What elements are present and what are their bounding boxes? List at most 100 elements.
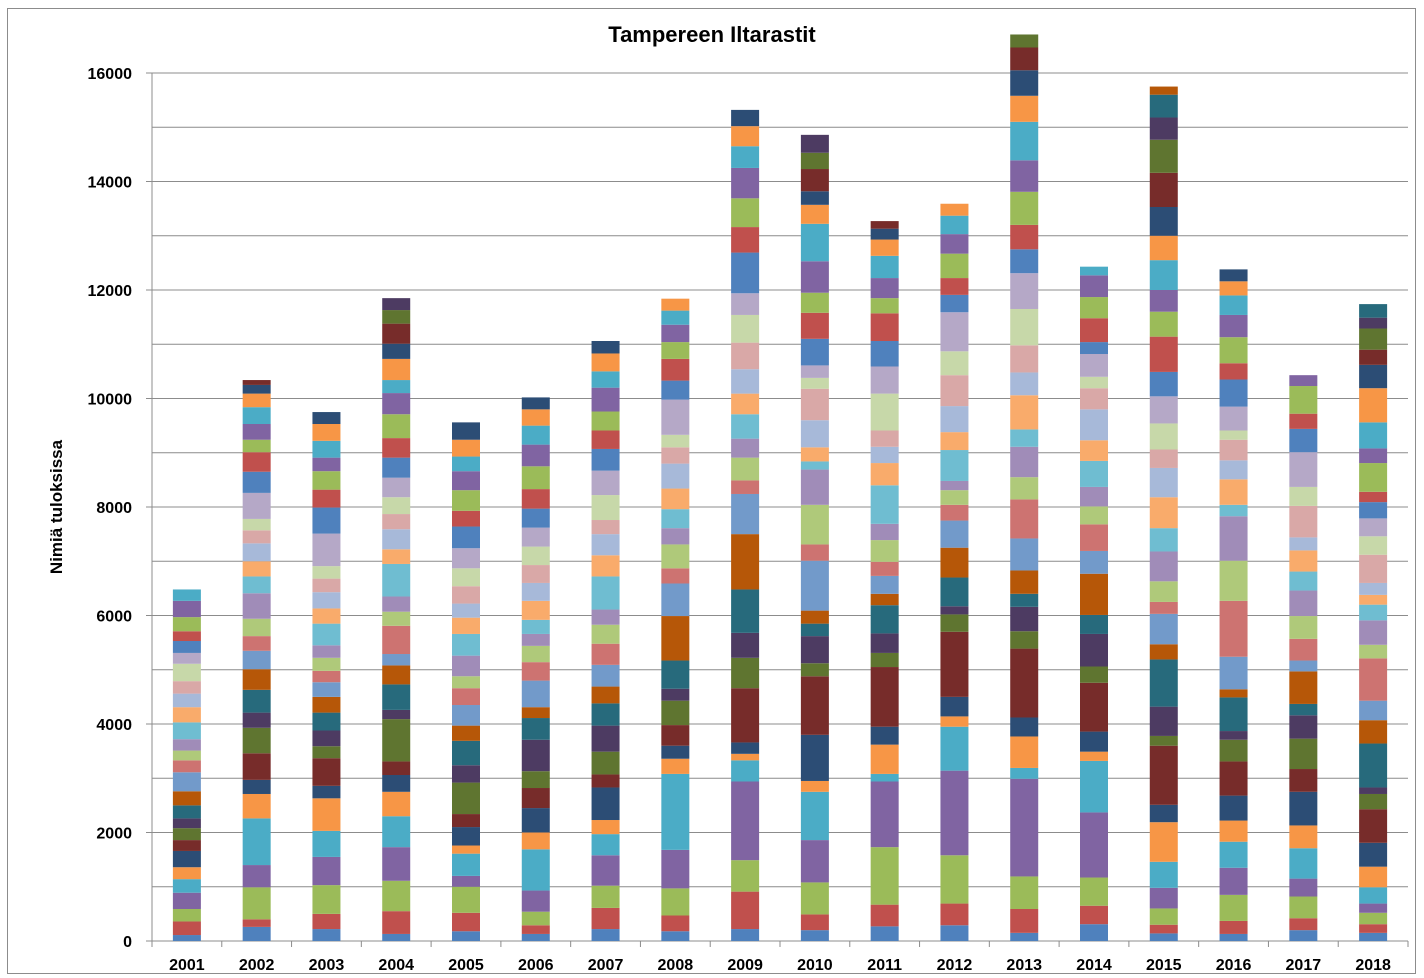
bar-segment [1149, 924, 1178, 934]
bar-segment [382, 514, 411, 530]
bar-segment [1010, 160, 1039, 192]
bar-segment [242, 779, 271, 794]
bar-segment [1010, 648, 1039, 718]
bar-segment [1010, 908, 1039, 933]
bar-segment [382, 880, 411, 912]
bar-segment [242, 452, 271, 472]
bar-segment [242, 727, 271, 754]
bar-segment [452, 586, 480, 604]
bar-segment [661, 463, 690, 489]
bar-segment [800, 914, 829, 931]
bar-segment [731, 760, 760, 782]
y-tick-label: 12000 [88, 283, 133, 300]
bar-segment [800, 261, 829, 293]
bar-segment [312, 798, 341, 831]
bar-segment [1219, 841, 1248, 868]
bar-segment [452, 676, 480, 689]
bar-segment [1219, 731, 1248, 740]
bar-segment [172, 640, 201, 653]
bar-segment [940, 480, 969, 491]
bar-segment [1359, 536, 1388, 555]
x-tick-label: 2018 [1355, 957, 1391, 974]
bar-segment [1359, 644, 1388, 659]
x-tick-label: 2014 [1076, 957, 1112, 974]
bar-segment [1010, 34, 1039, 48]
bar-segment [312, 592, 341, 609]
bar-segment [1010, 95, 1039, 122]
bar-segment [1010, 224, 1039, 250]
bar-segment [382, 529, 411, 550]
bar-segment [521, 771, 550, 789]
bar-segment [521, 662, 550, 681]
bar-segment [1149, 449, 1178, 468]
bar-segment [591, 555, 620, 577]
bar-segment [1149, 94, 1178, 118]
bar-segment [1219, 439, 1248, 461]
bar-segment [1080, 460, 1108, 487]
bar-segment [1010, 446, 1039, 478]
bar-segment [521, 788, 550, 809]
bar-segment [521, 409, 550, 426]
bar-segment [172, 631, 201, 641]
bar-segment [1289, 769, 1318, 792]
bar-segment [1080, 506, 1108, 525]
bar-segment [1359, 887, 1388, 904]
bar-segment [382, 549, 411, 564]
bar-segment [382, 774, 411, 792]
bar-segment [312, 696, 341, 713]
bar-segment [172, 722, 201, 740]
bar-segment [1359, 422, 1388, 449]
bar-segment [731, 860, 760, 892]
bar-segment [661, 298, 690, 311]
bar-segment [940, 432, 969, 451]
bar-segment [1289, 571, 1318, 591]
bar-segment [661, 324, 690, 343]
bar-segment [452, 765, 480, 783]
bar-segment [1289, 486, 1318, 506]
bar-segment [1149, 861, 1178, 888]
bar-segment [1359, 518, 1388, 537]
bar-segment [242, 543, 271, 562]
bar-segment [1149, 235, 1178, 261]
bar-segment [940, 253, 969, 279]
bar-segment [1289, 590, 1318, 617]
bar-segment [800, 882, 829, 915]
bar-segment [1219, 363, 1248, 380]
bar-segment [1080, 731, 1108, 752]
y-tick-label: 14000 [88, 175, 133, 192]
bar-segment [940, 375, 969, 407]
bar-segment [1149, 371, 1178, 397]
bar-segment [800, 791, 829, 841]
bar-segment [172, 681, 201, 694]
bar-segment [172, 600, 201, 618]
bar-segment [800, 204, 829, 224]
bar-segment [661, 888, 690, 916]
bar-segment [1149, 528, 1178, 552]
bar-segment [172, 693, 201, 708]
bar-segment [1149, 396, 1178, 424]
bar-segment [870, 575, 899, 594]
bar-segment [382, 414, 411, 439]
bar-segment [521, 718, 550, 740]
bar-segment [312, 913, 341, 930]
bar-segment [1289, 791, 1318, 826]
bar-segment [1080, 342, 1108, 355]
bar-segment [1010, 778, 1039, 877]
bar-segment [172, 750, 201, 761]
bar-segment [1219, 933, 1248, 941]
bar-segment [172, 892, 201, 909]
bar-segment [1010, 191, 1039, 225]
bar-segment [800, 223, 829, 262]
bar-segment [870, 255, 899, 279]
bar-segment [452, 853, 480, 876]
bar-segment [1289, 505, 1318, 538]
bar-segment [591, 387, 620, 412]
bar-segment [1080, 297, 1108, 319]
bar-segment [1080, 376, 1108, 389]
bar-segment [242, 492, 271, 519]
x-tick-label: 2013 [1006, 957, 1042, 974]
bar-segment [382, 358, 411, 381]
bar-segment [172, 652, 201, 664]
bar-segment [1149, 117, 1178, 140]
